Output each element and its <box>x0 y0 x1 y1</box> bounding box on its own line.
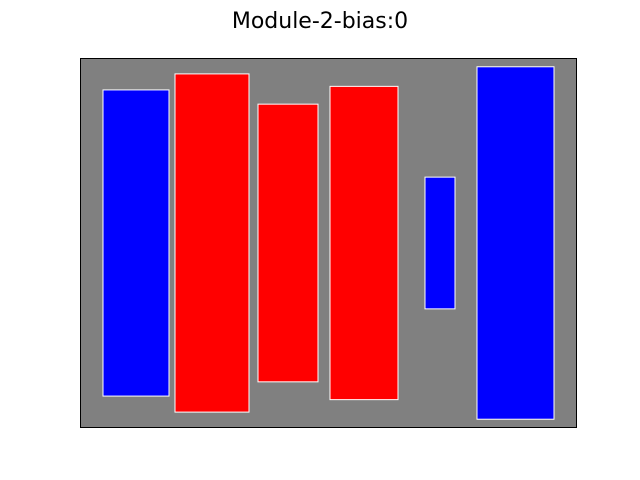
chart-title: Module-2-bias:0 <box>231 9 409 34</box>
bar-1-positive <box>102 89 170 397</box>
bars-layer <box>102 66 555 420</box>
bar-3-negative <box>257 103 319 383</box>
bar-6-positive <box>476 66 555 420</box>
bar-2-negative <box>174 73 250 413</box>
bar-4-negative <box>329 85 399 401</box>
bar-5-positive <box>424 176 456 310</box>
